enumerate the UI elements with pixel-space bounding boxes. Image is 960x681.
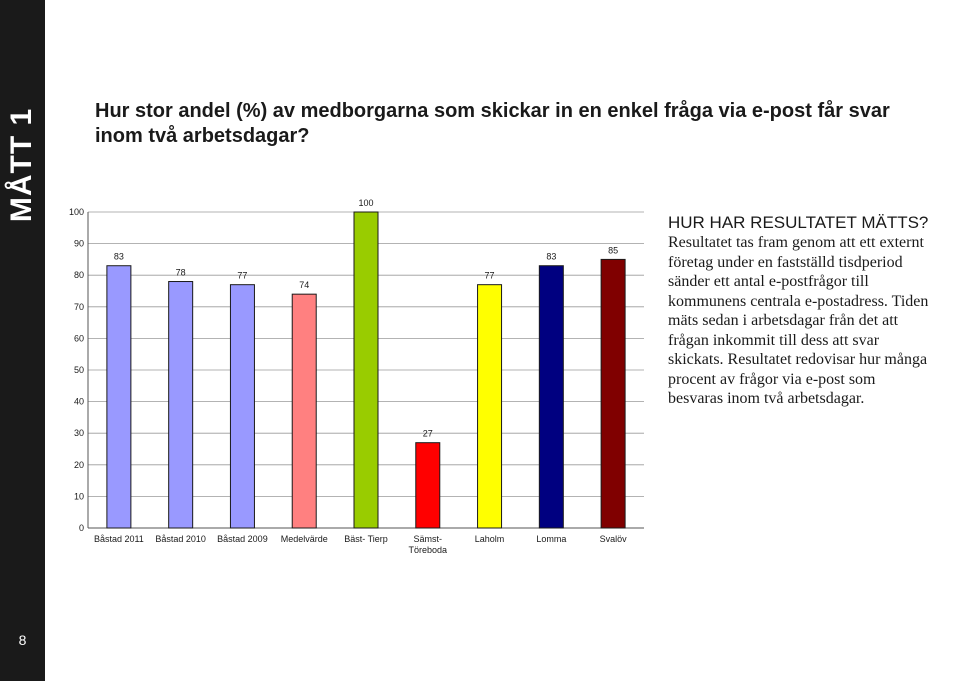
x-tick-label: Båstad 2011: [94, 534, 144, 544]
info-body: Resultatet tas fram genom att ett extern…: [668, 234, 929, 407]
x-tick-label: Sämst-Töreboda: [409, 534, 448, 555]
data-label: 77: [485, 271, 495, 281]
data-label: 78: [176, 268, 186, 278]
y-tick-label: 10: [74, 491, 84, 501]
x-tick-label: Lomma: [536, 534, 566, 544]
bar: [106, 265, 132, 529]
x-tick-label: Medelvärde: [281, 534, 328, 544]
bar: [600, 258, 626, 529]
y-tick-label: 100: [69, 207, 84, 217]
sidebar: MÅTT 1 8: [0, 0, 45, 681]
bar-chart: 0 10 20 30 40 50 60 70 80 90 100 83 Båstad 2011 78 Bås…: [69, 198, 644, 555]
y-tick-label: 90: [74, 239, 84, 249]
page-number: 8: [18, 632, 27, 648]
bar: [477, 284, 503, 529]
y-tick-label: 0: [79, 523, 84, 533]
y-tick-label: 20: [74, 460, 84, 470]
y-tick-label: 50: [74, 365, 84, 375]
data-label: 83: [114, 252, 124, 262]
bar: [538, 265, 564, 529]
bar: [229, 284, 255, 529]
data-label: 74: [299, 280, 309, 290]
info-title: HUR HAR RESULTATET MÄTTS?: [668, 213, 929, 232]
x-tick-label: Båstad 2009: [217, 534, 268, 544]
data-label: 83: [546, 252, 556, 262]
bar: [353, 211, 379, 529]
y-tick-label: 40: [74, 397, 84, 407]
x-tick-label: Bäst- Tierp: [344, 534, 388, 544]
y-tick-label: 80: [74, 270, 84, 280]
y-tick-label: 70: [74, 302, 84, 312]
x-tick-label: Båstad 2010: [155, 534, 206, 544]
question-heading: Hur stor andel (%) av medborgarna som sk…: [95, 100, 890, 147]
section-label: MÅTT 1: [5, 107, 38, 223]
data-label: 77: [237, 271, 247, 281]
y-tick-label: 60: [74, 333, 84, 343]
data-label: 100: [358, 198, 373, 208]
bar: [415, 442, 441, 529]
y-tick-label: 30: [74, 428, 84, 438]
data-label: 27: [423, 429, 433, 439]
bar: [168, 281, 194, 529]
x-tick-label: Laholm: [475, 534, 505, 544]
x-tick-label: Svalöv: [600, 534, 628, 544]
data-label: 85: [608, 245, 618, 255]
bar: [291, 293, 317, 529]
